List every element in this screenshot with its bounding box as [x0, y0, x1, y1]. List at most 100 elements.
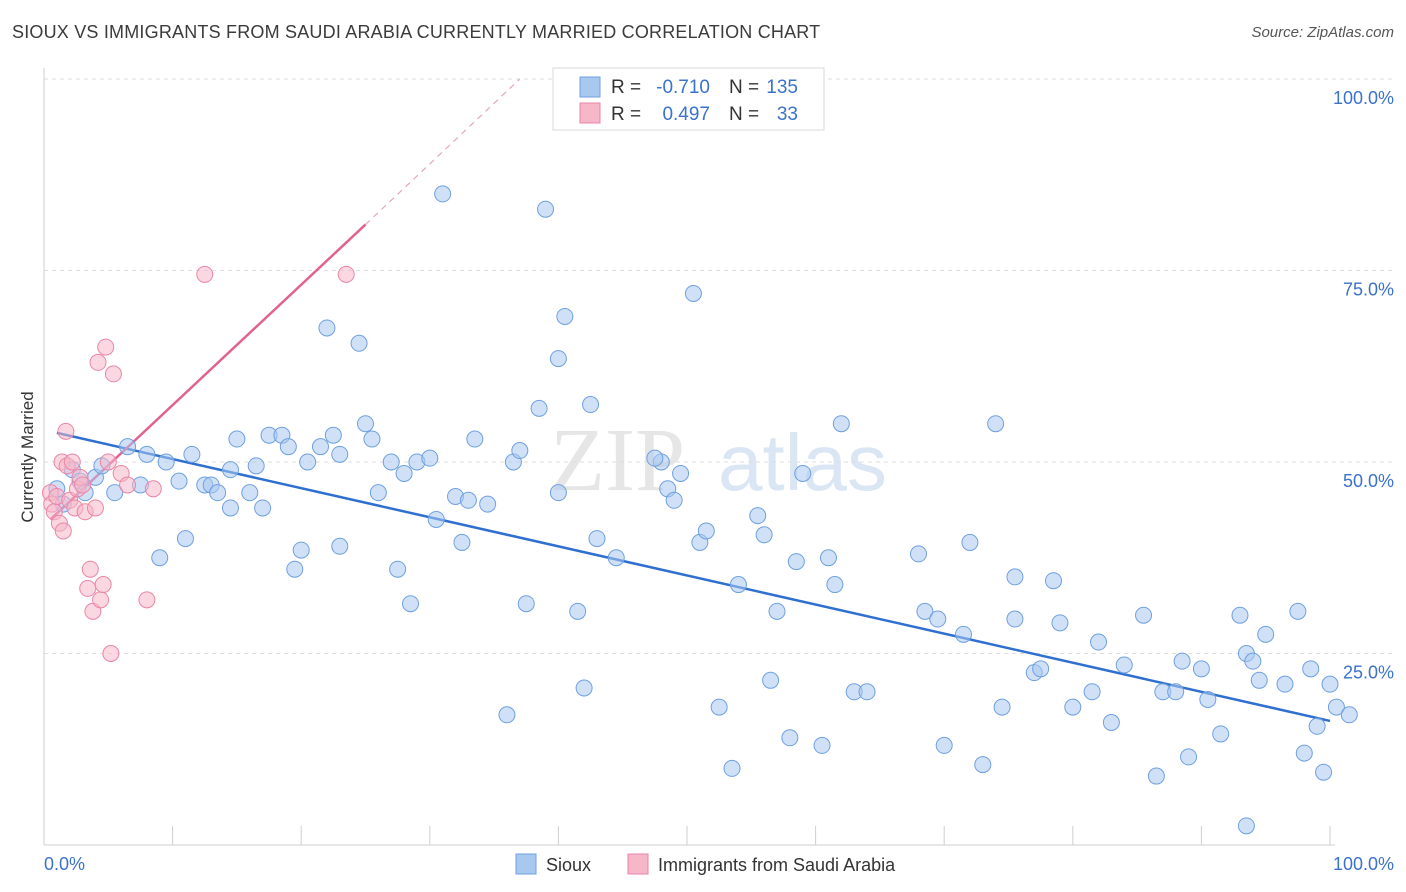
chart-title: SIOUX VS IMMIGRANTS FROM SAUDI ARABIA CU…	[12, 22, 821, 42]
y-tick-label-75: 75.0%	[1343, 280, 1394, 300]
y-tick-label-50: 50.0%	[1343, 471, 1394, 491]
sioux-point-59	[549, 484, 567, 502]
sioux-point-8	[119, 438, 137, 456]
sioux-point-32	[318, 319, 336, 337]
sioux-point-129	[1308, 717, 1326, 735]
sioux-point-99	[1006, 610, 1024, 628]
saudi-point-16	[79, 579, 97, 597]
sioux-trend-line	[56, 431, 1331, 723]
watermark-atlas: atlas	[718, 418, 887, 507]
saudi-point-28	[119, 476, 137, 494]
saudi-point-23	[97, 338, 115, 356]
y-tick-label-100: 100.0%	[1333, 88, 1394, 108]
sioux-point-58	[537, 200, 555, 218]
sioux-point-115	[1180, 748, 1198, 766]
legend-n-value-2: 33	[777, 104, 798, 125]
sioux-point-113	[1167, 683, 1185, 701]
sioux-point-83	[794, 464, 812, 482]
y-axis-label: Currently Married	[18, 391, 37, 522]
sioux-point-85	[819, 549, 837, 567]
saudi-point-20	[89, 353, 107, 371]
sioux-point-84	[813, 736, 831, 754]
sioux-point-63	[575, 679, 593, 697]
sioux-point-14	[176, 530, 194, 548]
sioux-point-51	[466, 430, 484, 448]
sioux-point-78	[755, 526, 773, 544]
saudi-point-19	[86, 499, 104, 517]
sioux-point-56	[517, 595, 535, 613]
sioux-point-102	[1032, 660, 1050, 678]
sioux-point-7	[106, 484, 124, 502]
sioux-point-125	[1276, 675, 1294, 693]
sioux-point-127	[1295, 744, 1313, 762]
sioux-point-57	[530, 399, 548, 417]
sioux-point-114	[1173, 652, 1191, 670]
saudi-point-29	[138, 591, 156, 609]
legend-item-saudi-label: Immigrants from Saudi Arabia	[658, 855, 896, 875]
sioux-point-41	[389, 560, 407, 578]
sioux-point-70	[672, 464, 690, 482]
sioux-point-106	[1083, 683, 1101, 701]
sioux-point-93	[935, 736, 953, 754]
sioux-point-43	[402, 595, 420, 613]
sioux-point-18	[209, 484, 227, 502]
correlation-legend: R = -0.710 N = 135 R = 0.497 N = 33	[552, 67, 825, 131]
legend-r-value-2: 0.497	[662, 104, 710, 125]
sioux-point-116	[1192, 660, 1210, 678]
sioux-point-27	[279, 438, 297, 456]
sioux-point-45	[421, 449, 439, 467]
sioux-point-130	[1315, 763, 1333, 781]
legend-swatch-saudi	[579, 102, 601, 124]
legend-n-label-1: N =	[729, 77, 759, 98]
sioux-point-76	[729, 576, 747, 594]
sioux-point-39	[369, 484, 387, 502]
sioux-point-94	[954, 625, 972, 643]
sioux-point-53	[498, 706, 516, 724]
sioux-point-33	[324, 426, 342, 444]
sioux-point-96	[974, 756, 992, 774]
sioux-point-31	[311, 438, 329, 456]
legend-r-value-1: -0.710	[656, 77, 710, 98]
saudi-point-21	[92, 591, 110, 609]
sioux-point-23	[247, 457, 265, 475]
sioux-point-91	[916, 602, 934, 620]
saudi-point-32	[337, 265, 355, 283]
legend-swatch-sioux	[579, 76, 601, 98]
y-tick-labels: 100.0% 75.0% 50.0% 25.0%	[1333, 88, 1394, 683]
legend-r-label-2: R =	[611, 104, 641, 125]
sioux-point-122	[1244, 652, 1262, 670]
legend-n-label-2: N =	[729, 104, 759, 125]
sioux-point-35	[331, 445, 349, 463]
data-points	[41, 185, 1358, 835]
sioux-point-110	[1135, 606, 1153, 624]
sioux-point-50	[459, 491, 477, 509]
axes	[43, 68, 1335, 846]
sioux-point-40	[382, 453, 400, 471]
sioux-point-61	[556, 307, 574, 325]
sioux-point-92	[929, 610, 947, 628]
sioux-point-117	[1199, 690, 1217, 708]
sioux-point-65	[588, 530, 606, 548]
sioux-point-111	[1147, 767, 1165, 785]
saudi-trend-extension	[365, 78, 521, 225]
sioux-point-105	[1064, 698, 1082, 716]
sioux-point-133	[1340, 706, 1358, 724]
sioux-point-82	[787, 553, 805, 571]
sioux-point-52	[479, 495, 497, 513]
sioux-point-132	[1327, 698, 1345, 716]
legend-item-saudi-swatch	[627, 853, 649, 875]
saudi-point-22	[94, 576, 112, 594]
sioux-point-103	[1045, 572, 1063, 590]
sioux-point-81	[781, 729, 799, 747]
sioux-point-34	[331, 537, 349, 555]
sioux-point-121	[1237, 817, 1255, 835]
saudi-point-25	[102, 645, 120, 662]
sioux-point-64	[582, 396, 600, 414]
sioux-point-12	[157, 453, 175, 471]
sioux-point-128	[1302, 660, 1320, 678]
sioux-point-86	[826, 576, 844, 594]
sioux-point-118	[1212, 725, 1230, 743]
sioux-point-95	[961, 533, 979, 551]
sioux-point-74	[710, 698, 728, 716]
sioux-point-131	[1321, 675, 1339, 693]
